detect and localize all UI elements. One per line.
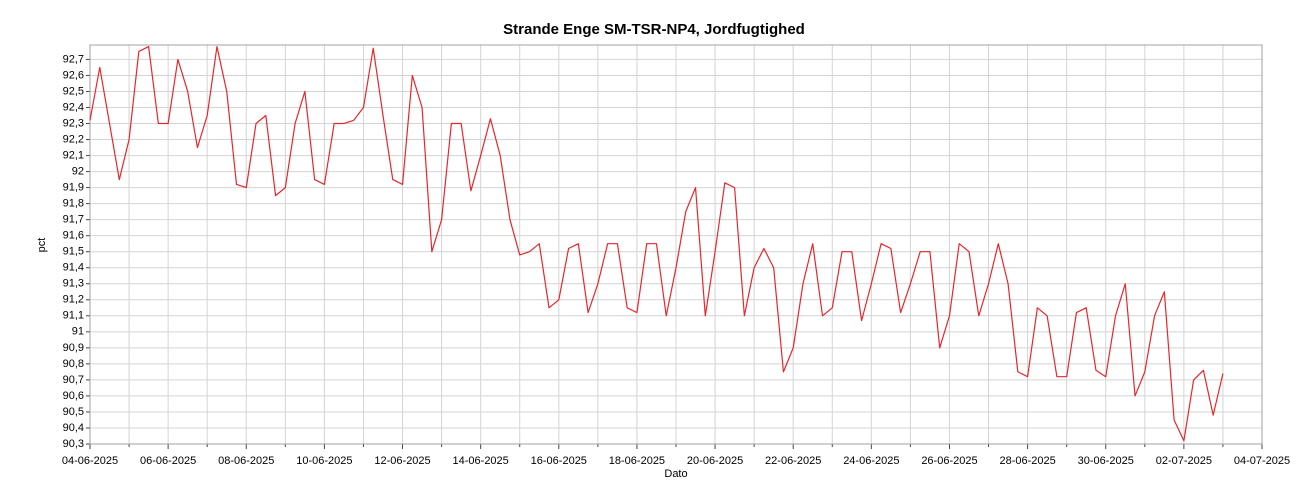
y-tick-label: 91,2 [63, 294, 84, 306]
y-tick-label: 90,4 [63, 422, 84, 434]
x-tick-label: 18-06-2025 [609, 455, 665, 467]
y-tick-label: 92,4 [63, 101, 84, 113]
y-axis-label: pct [36, 238, 48, 253]
x-tick-label: 22-06-2025 [765, 455, 821, 467]
x-tick-label: 24-06-2025 [843, 455, 899, 467]
x-tick-label: 10-06-2025 [296, 455, 352, 467]
y-tick-label: 91,4 [63, 262, 84, 274]
chart-title: Strande Enge SM-TSR-NP4, Jordfugtighed [503, 21, 805, 38]
data-line [89, 46, 1224, 442]
y-tick-label: 91,1 [63, 310, 84, 322]
y-tick-label: 91,7 [63, 214, 84, 226]
y-tick-label: 90,5 [63, 406, 84, 418]
x-tick-label: 26-06-2025 [921, 455, 977, 467]
x-tick-label: 08-06-2025 [218, 455, 274, 467]
y-tick-label: 90,9 [63, 342, 84, 354]
x-tick-label: 04-07-2025 [1234, 455, 1290, 467]
plot-border [89, 44, 1263, 445]
y-tick-label: 90,7 [63, 374, 84, 386]
x-tick-label: 28-06-2025 [999, 455, 1055, 467]
y-tick-label: 90,6 [63, 390, 84, 402]
y-tick-label: 92,6 [63, 69, 84, 81]
y-tick-label: 91,8 [63, 198, 84, 210]
y-tick-label: 91,3 [63, 278, 84, 290]
y-tick-label: 90,3 [63, 438, 84, 450]
y-tick-label: 90,8 [63, 358, 84, 370]
x-tick-label: 12-06-2025 [374, 455, 430, 467]
x-tick-label: 20-06-2025 [687, 455, 743, 467]
x-tick-label: 02-07-2025 [1156, 455, 1212, 467]
y-tick-label: 92,7 [63, 53, 84, 65]
x-tick-label: 14-06-2025 [453, 455, 509, 467]
y-tick-label: 92,5 [63, 85, 84, 97]
y-tick-label: 92 [72, 165, 84, 177]
y-tick-label: 91,6 [63, 230, 84, 242]
x-tick-label: 16-06-2025 [531, 455, 587, 467]
y-tick-label: 91,9 [63, 182, 84, 194]
x-tick-label: 30-06-2025 [1078, 455, 1134, 467]
y-tick-label: 92,3 [63, 117, 84, 129]
x-tick-label: 06-06-2025 [140, 455, 196, 467]
y-tick-label: 91,5 [63, 246, 84, 258]
y-tick-label: 92,1 [63, 149, 84, 161]
x-axis-label: Dato [664, 468, 687, 480]
y-tick-label: 92,2 [63, 133, 84, 145]
x-tick-label: 04-06-2025 [62, 455, 118, 467]
y-tick-label: 91 [72, 326, 84, 338]
